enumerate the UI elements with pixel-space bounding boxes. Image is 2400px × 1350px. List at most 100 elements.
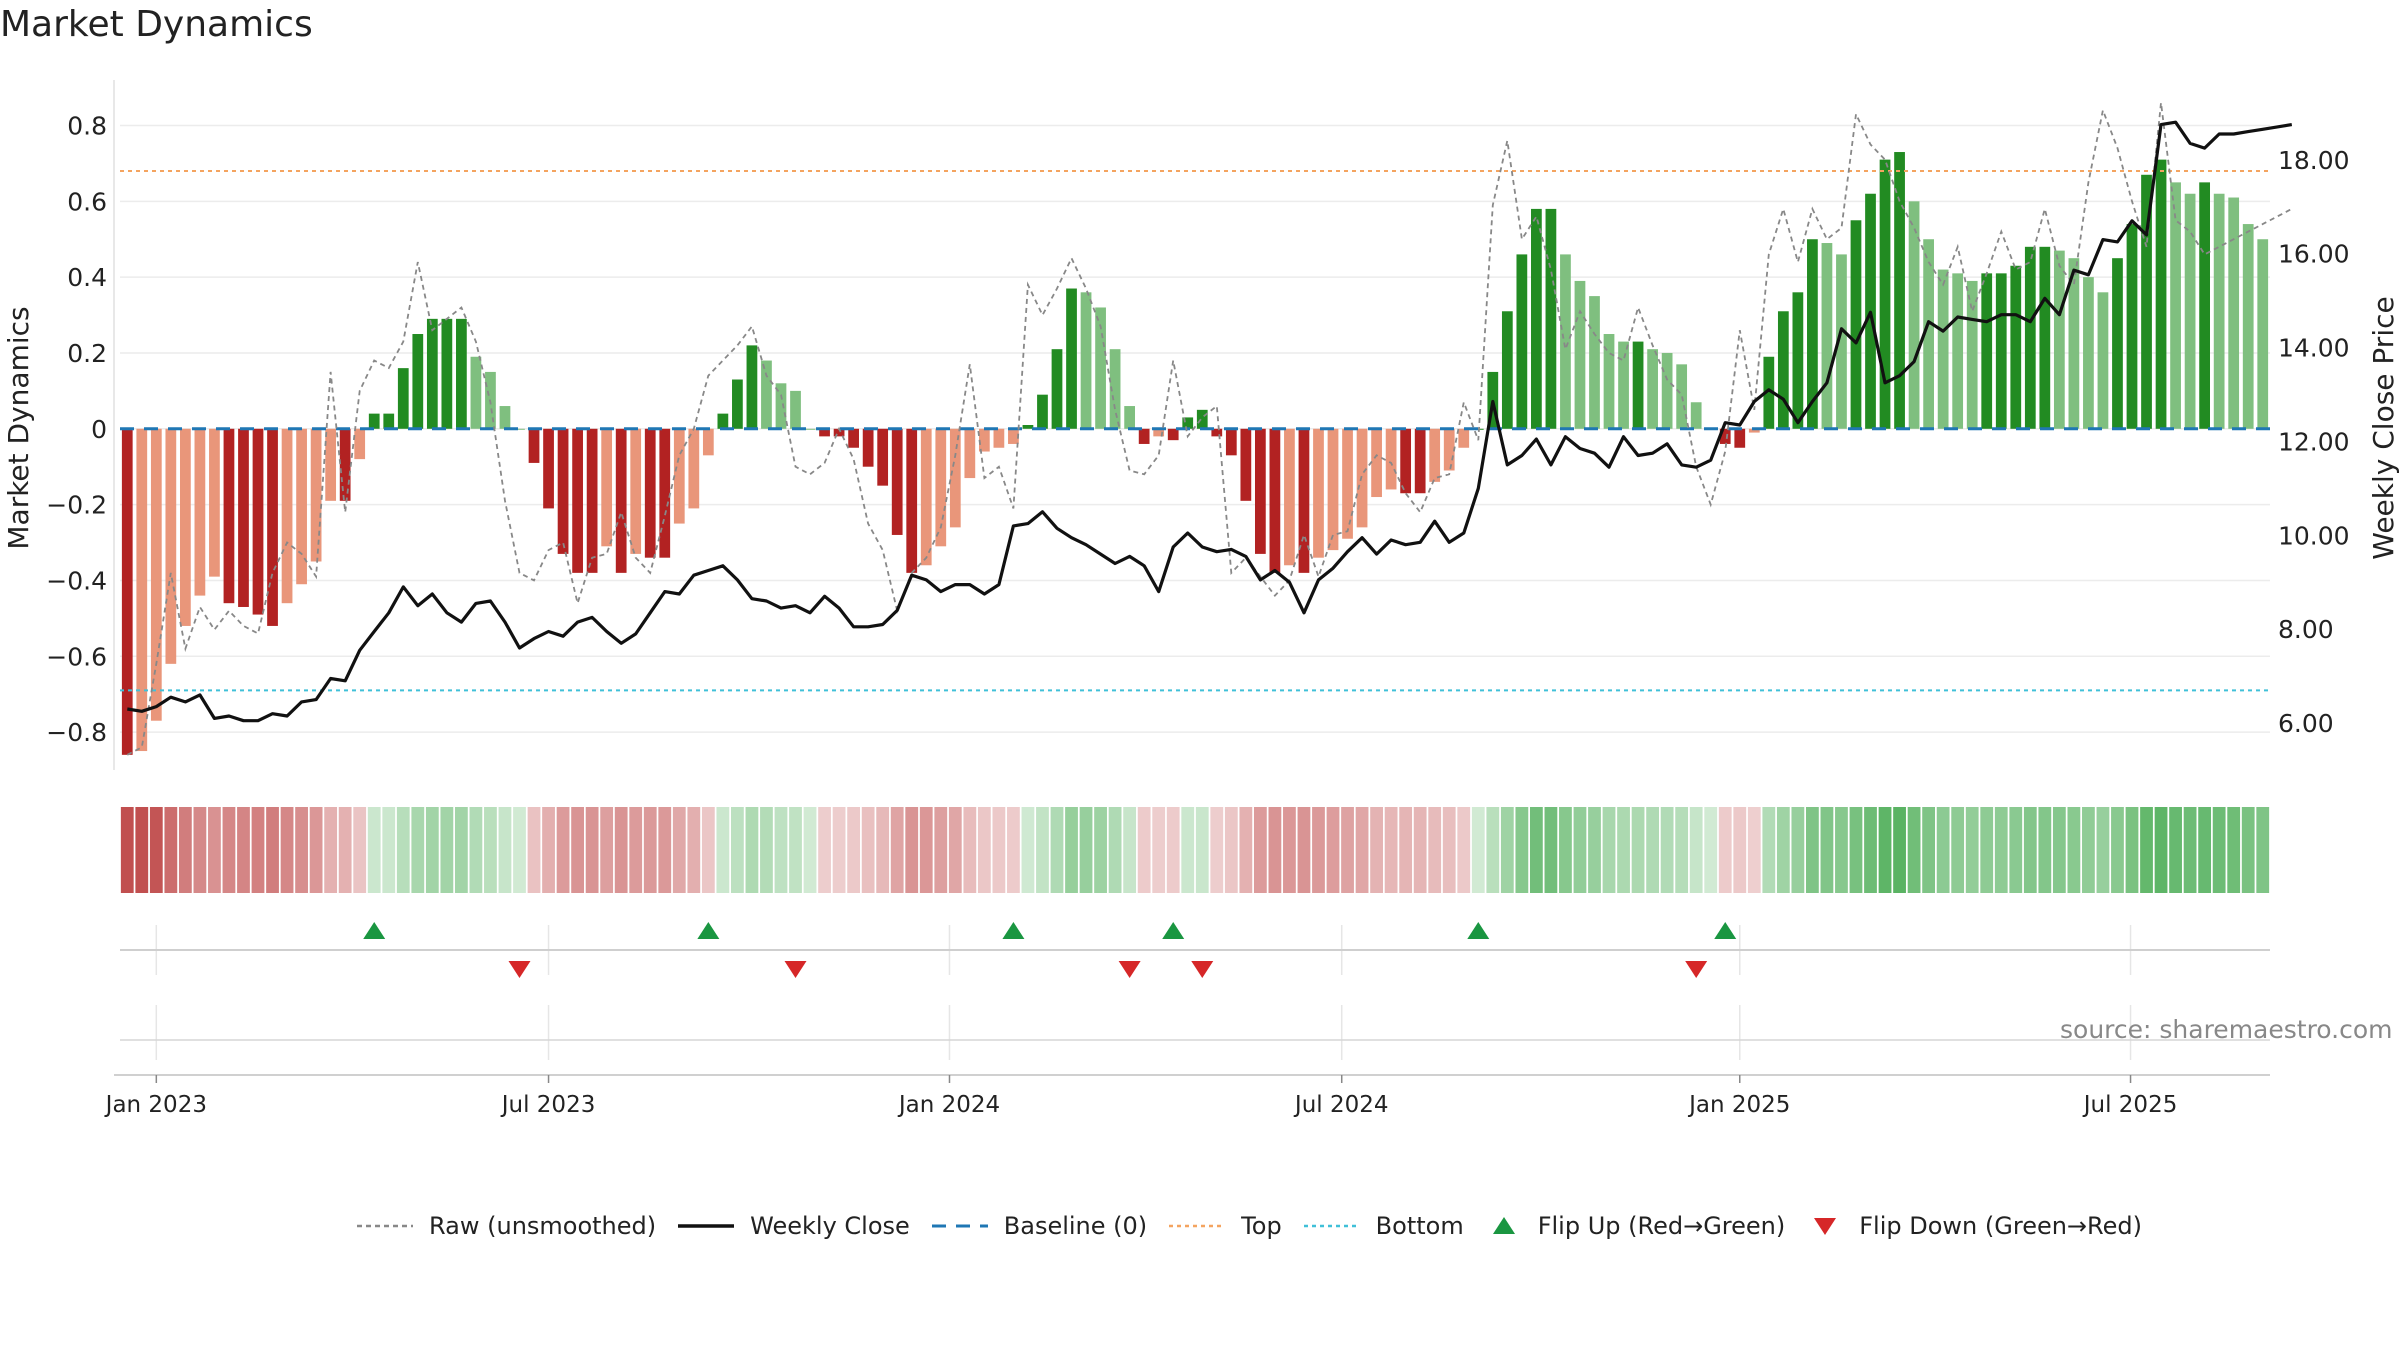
regime-cell <box>934 807 948 893</box>
md-bar <box>2068 258 2080 429</box>
regime-cell <box>919 807 933 893</box>
regime-cell <box>1457 807 1471 893</box>
regime-cell <box>309 807 323 893</box>
regime-cell <box>832 807 846 893</box>
flip-markers <box>363 922 1737 978</box>
regime-cell <box>1384 807 1398 893</box>
md-bar <box>891 428 903 535</box>
regime-cell <box>1617 807 1630 893</box>
y-tick-label-left: −0.2 <box>46 491 107 520</box>
legend-label-close: Weekly Close <box>750 1212 910 1240</box>
md-bar <box>1182 417 1194 429</box>
y-tick-label-left: 0.2 <box>67 339 107 368</box>
legend-swatch-flip-down <box>1814 1218 1837 1235</box>
regime-cell <box>2227 807 2241 893</box>
regime-cell <box>1791 807 1805 893</box>
regime-cell <box>1123 807 1137 893</box>
regime-cell <box>2125 807 2139 893</box>
regime-cell <box>1442 807 1456 893</box>
x-tick-label: Jul 2024 <box>1293 1092 1389 1118</box>
regime-cell <box>1195 807 1209 893</box>
tick-labels: −0.8 −0.6 −0.4 −0.2 0 0.2 0.4 0.6 0.8 6.00 8.00 10.… <box>46 111 2349 1118</box>
md-bar <box>2097 292 2109 429</box>
regime-cell <box>1849 807 1863 893</box>
md-bar <box>1777 311 1789 429</box>
md-bar <box>2184 193 2196 429</box>
regime-cell <box>1718 807 1732 893</box>
md-bar <box>1443 428 1455 471</box>
regime-cell <box>1399 807 1413 893</box>
md-bar <box>426 318 438 429</box>
regime-cell <box>1704 807 1718 893</box>
regime-cell <box>687 807 701 893</box>
md-bar <box>2039 246 2051 429</box>
regime-cell <box>2096 807 2110 893</box>
regime-cell <box>193 807 207 893</box>
md-bar <box>2112 258 2123 429</box>
md-bar <box>310 428 322 562</box>
flip-down-marker <box>1191 961 1214 978</box>
md-bar <box>1981 273 1993 429</box>
md-bar <box>1894 152 1905 429</box>
md-bar <box>238 428 249 607</box>
regime-cell <box>2198 807 2212 893</box>
md-bar <box>1095 307 1106 429</box>
md-bar <box>1327 428 1339 551</box>
md-bar <box>1560 254 1571 429</box>
regime-cell <box>992 807 1006 893</box>
regime-cell <box>1878 807 1892 893</box>
md-bar <box>456 318 467 429</box>
md-bar <box>1632 341 1644 429</box>
regime-cell <box>2183 807 2197 893</box>
flip-up-marker <box>697 922 720 939</box>
md-bar <box>2141 174 2152 429</box>
md-bar <box>267 428 278 626</box>
regime-cell <box>1253 807 1267 893</box>
md-bar <box>514 428 525 430</box>
md-bar <box>2213 193 2225 429</box>
regime-cell <box>266 807 279 893</box>
md-bar <box>1937 269 1949 429</box>
regime-cell <box>1776 807 1790 893</box>
md-bar <box>470 356 482 429</box>
regime-cell <box>1515 807 1529 893</box>
regime-cell <box>745 807 759 893</box>
regime-cell <box>1079 807 1093 893</box>
md-bar <box>397 368 409 429</box>
regime-cell <box>1428 807 1442 893</box>
md-bar <box>906 428 918 573</box>
regime-cell <box>585 807 599 893</box>
md-bar <box>1429 428 1441 482</box>
flip-up-marker <box>1714 922 1737 939</box>
legend-label-flip-down: Flip Down (Green→Red) <box>1859 1212 2142 1240</box>
regime-cell <box>149 807 163 893</box>
md-bar <box>993 428 1005 448</box>
md-bar <box>1690 402 1702 429</box>
md-bar <box>1138 428 1150 444</box>
regime-cell <box>1065 807 1078 893</box>
reference-levels <box>120 169 2270 692</box>
flip-up-marker <box>363 922 386 939</box>
regime-cell <box>977 807 991 893</box>
md-bar <box>194 428 206 596</box>
md-bar <box>1516 254 1528 429</box>
md-bar <box>1603 334 1615 429</box>
md-bar <box>1589 296 1600 429</box>
md-bar <box>659 428 671 558</box>
y-axis-label-right: Weekly Close Price <box>2367 296 2400 559</box>
x-tick-label: Jan 2023 <box>104 1092 207 1118</box>
md-bar <box>1196 409 1208 429</box>
y-tick-label-left: 0.6 <box>67 187 107 216</box>
md-bar <box>1792 292 1804 429</box>
md-bar <box>383 413 395 429</box>
regime-cell <box>2052 807 2066 893</box>
weekly-close-series <box>127 120 2293 723</box>
regime-cell <box>1166 807 1180 893</box>
legend-swatch-raw <box>357 1224 413 1228</box>
regime-cell <box>1922 807 1936 893</box>
regime-cell <box>237 807 250 893</box>
md-bar <box>1545 208 1557 429</box>
legend-label-bottom: Bottom <box>1375 1212 1464 1240</box>
md-bar <box>1836 254 1847 429</box>
